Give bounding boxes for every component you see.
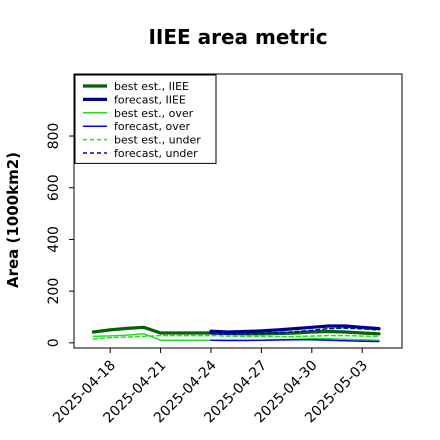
legend-label: forecast, under [114,147,198,160]
legend-label: best est., IIEE [114,80,189,93]
legend-label: best est., over [114,107,194,120]
series-layer [91,324,381,343]
series-line-6 [210,327,380,336]
series-line-2 [209,324,381,334]
y-axis-label: Area (1000km2) [4,152,22,288]
plot-frame [73,73,403,349]
y-tick-label: 600 [46,174,62,201]
series-line-5 [92,334,380,340]
plot-area-border [73,73,403,349]
legend-label: forecast, over [114,120,190,133]
y-tick-label: 800 [46,123,62,150]
y-axis-ticks: 0 200 400 600 800 [46,123,74,347]
y-tick-label: 400 [46,226,62,253]
series-line-4 [210,338,380,343]
chart-title: IIEE area metric [148,25,327,49]
legend-label: best est., under [114,134,201,147]
y-tick-label: 200 [46,278,62,305]
legend-label: forecast, IIEE [114,93,186,106]
legend-box [74,74,217,164]
y-tick-label: 0 [46,338,62,347]
